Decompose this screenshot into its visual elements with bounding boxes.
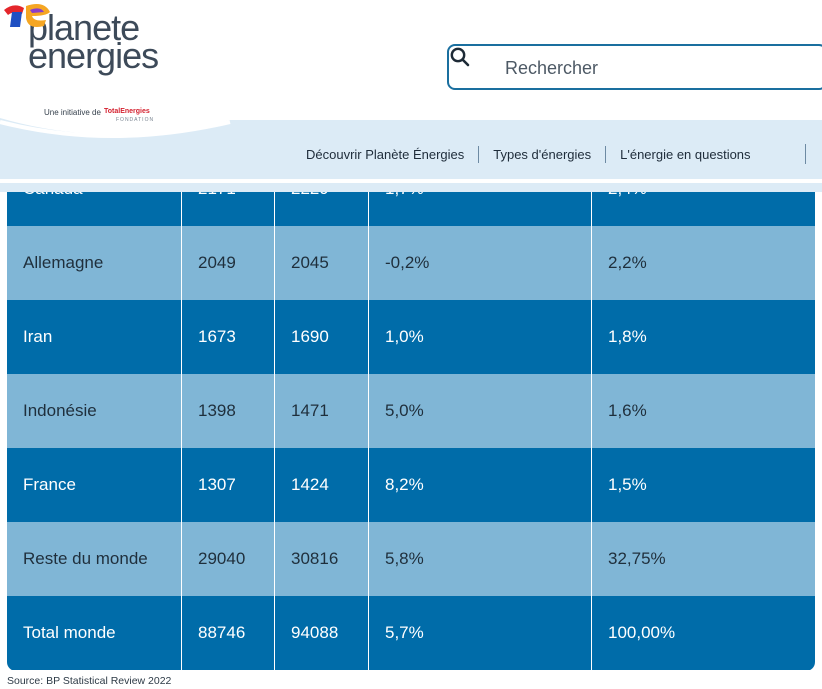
value-2021-cell: 1690 [275,300,369,374]
change-cell: 8,2% [369,448,592,522]
table-row: Reste du monde 29040 30816 5,8% 32,75% [7,522,815,596]
country-cell: Indonésie [7,374,182,448]
logo-text-energies: energies [28,35,159,76]
search-box[interactable] [447,44,822,90]
country-cell: France [7,448,182,522]
value-2021-cell: 30816 [275,522,369,596]
initiative-label: Une initiative de [44,108,101,117]
nav-divider [478,145,480,163]
share-cell: 1,6% [608,401,647,420]
partner-brand: TotalEnergies [104,108,150,115]
header-background [0,0,822,192]
value-2020-cell: 1307 [182,448,275,522]
value-2021-cell: 94088 [275,596,369,670]
table-row: Indonésie 1398 1471 5,0% 1,6% [7,374,815,448]
table-row: Iran 1673 1690 1,0% 1,8% [7,300,815,374]
table-row: Allemagne 2049 2045 -0,2% 2,2% [7,226,815,300]
change-cell: 5,7% [369,596,592,670]
site-header: planete energies Une initiative de Total… [0,0,822,192]
share-cell: 100,00% [608,623,676,642]
value-2020-cell: 1398 [182,374,275,448]
value-2020-cell: 1673 [182,300,275,374]
table-row: France 1307 1424 8,2% 1,5% [7,448,815,522]
value-2020-cell: 88746 [182,596,275,670]
search-icon[interactable] [449,46,471,68]
change-cell: -0,2% [369,226,592,300]
change-cell: 1,0% [369,300,592,374]
country-cell: Allemagne [7,226,182,300]
share-cell: 2,2% [608,253,647,272]
nav-divider [605,145,607,163]
nav-divider [805,144,806,164]
table-row-total: Total monde 88746 94088 5,7% 100,00% [7,596,815,670]
value-2021-cell: 1424 [275,448,369,522]
nav-item-types-energies[interactable]: Types d'énergies [493,146,592,162]
energy-table: Canada 2171 2229 1,7% 2,4% Allemagne 204… [7,152,815,671]
search-input[interactable] [505,55,805,81]
logo-text-planete: planete [28,7,140,48]
value-2020-cell: 2049 [182,226,275,300]
value-2021-cell: 1471 [275,374,369,448]
share-cell: 32,75% [608,549,666,568]
partner-sub: FONDATION [116,117,155,123]
change-cell: 5,8% [369,522,592,596]
change-cell: 5,0% [369,374,592,448]
totalenergies-logo-icon [4,4,50,27]
share-cell: 1,8% [608,327,647,346]
nav-item-decouvrir[interactable]: Découvrir Planète Énergies [306,146,465,162]
share-cell: 1,5% [608,475,647,494]
source-note: Source: BP Statistical Review 2022 [7,675,172,687]
table-body: Canada 2171 2229 1,7% 2,4% Allemagne 204… [7,152,815,670]
value-2020-cell: 29040 [182,522,275,596]
main-nav: Découvrir Planète Énergies Types d'énerg… [300,144,757,164]
country-cell: Total monde [7,596,182,670]
country-cell: Iran [7,300,182,374]
value-2021-cell: 2045 [275,226,369,300]
nav-item-energie-questions[interactable]: L'énergie en questions [620,146,751,162]
country-cell: Reste du monde [7,522,182,596]
